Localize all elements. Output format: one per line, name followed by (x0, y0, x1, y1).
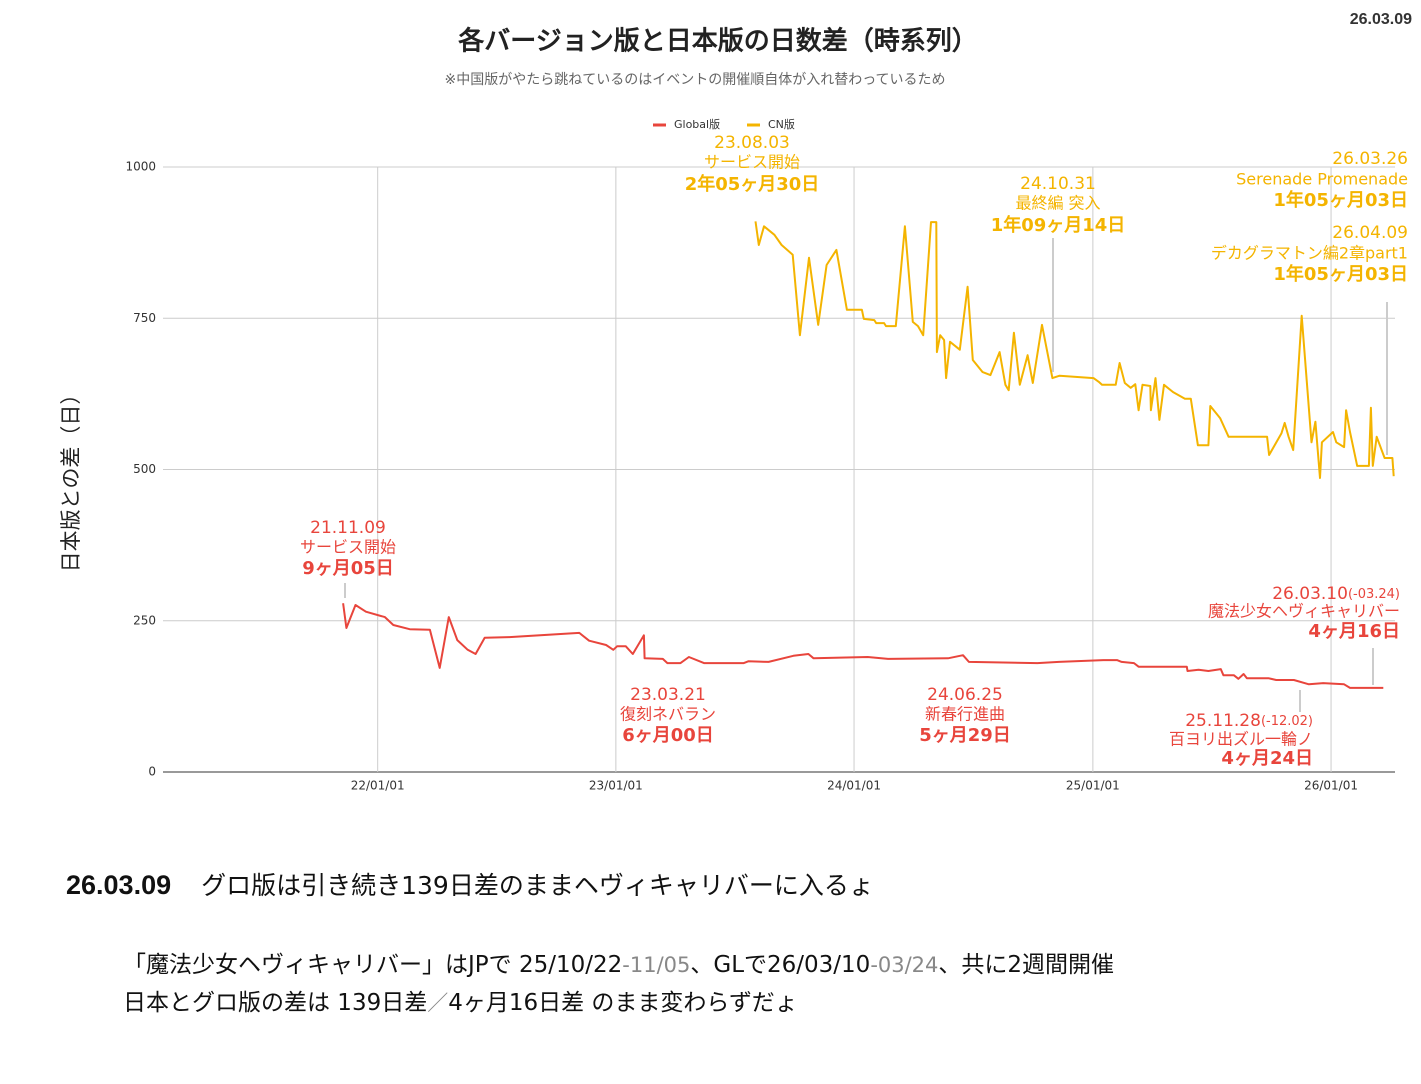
y-tick-label: 750 (133, 311, 156, 325)
annotation-date: 25.11.28(-12.02) (1185, 711, 1313, 731)
annotation-gap: 1年09ヶ月14日 (991, 214, 1126, 236)
x-tick-label: 24/01/01 (827, 779, 881, 793)
y-axis-label: 日本版との差（日） (59, 384, 83, 573)
y-tick-label: 0 (148, 765, 156, 779)
x-tick-label: 26/01/01 (1304, 779, 1358, 793)
annotation-date: 24.10.31 (1020, 174, 1096, 194)
annotation-date: 23.03.21 (630, 685, 706, 705)
annotation-date: 21.11.09 (310, 518, 386, 538)
y-tick-label: 1000 (125, 160, 156, 174)
legend-label: Global版 (674, 117, 720, 131)
annotation-event: 百ヨリ出ズル一輪ノ (1169, 730, 1313, 749)
annotation-gap: 1年05ヶ月03日 (1273, 263, 1408, 285)
annotation-event: 新春行進曲 (925, 705, 1005, 724)
x-tick-label: 22/01/01 (351, 779, 405, 793)
notes-text: 、共に2週間開催 (938, 952, 1115, 978)
notes-text: 「魔法少女ヘヴィキャリバー」はJPで 25/10/22 (123, 952, 623, 978)
chart-subtitle: ※中国版がやたら跳ねているのはイベントの開催順自体が入れ替わっているため (444, 72, 945, 88)
annotation-date-start: 23.08.03 (714, 133, 790, 153)
annotation-gap: 4ヶ月16日 (1308, 621, 1400, 642)
notes-text: -03/24 (870, 953, 939, 977)
annotation-gap: 5ヶ月29日 (919, 725, 1011, 746)
annotation-date: 26.03.26 (1332, 149, 1408, 169)
notes-heading: 26.03.09 グロ版は引き続き139日差のままヘヴィキャリバーに入るょ (66, 866, 874, 902)
annotation-date: 24.06.25 (927, 685, 1003, 705)
chart-title: 各バージョン版と日本版の日数差（時系列） (457, 26, 977, 57)
annotation-date-start: 25.11.28 (1185, 711, 1261, 731)
notes-text: -11/05 (622, 953, 691, 977)
notes-date: 26.03.09 (66, 870, 172, 900)
notes-text: ／ (427, 991, 449, 1015)
series-line (342, 603, 1384, 689)
annotation-date-start: 23.03.21 (630, 685, 706, 705)
annotation-event: 最終編 突入 (1015, 194, 1100, 213)
annotation-gap: 9ヶ月05日 (302, 558, 394, 579)
annotation-date-start: 21.11.09 (310, 518, 386, 538)
annotation-event: サービス開始 (704, 153, 800, 172)
annotation-date-start: 26.04.09 (1332, 223, 1408, 243)
x-tick-label: 23/01/01 (589, 779, 643, 793)
annotation-date-start: 26.03.26 (1332, 149, 1408, 169)
annotation-date-start: 24.10.31 (1020, 174, 1096, 194)
date-stamp: 26.03.09 (1350, 11, 1412, 28)
annotation-gap: 4ヶ月24日 (1221, 748, 1313, 769)
y-tick-label: 250 (133, 613, 156, 627)
annotation-date-start: 26.03.10 (1272, 584, 1348, 604)
notes-text: 4ヶ月16日差 のまま変わらずだょ (448, 990, 798, 1016)
annotation-event: デカグラマトン編2章part1 (1211, 244, 1408, 263)
annotation-gap: 6ヶ月00日 (622, 725, 714, 746)
annotation-date: 23.08.03 (714, 133, 790, 153)
annotation-event: サービス開始 (300, 538, 396, 557)
y-tick-label: 500 (133, 462, 156, 476)
notes-headline: グロ版は引き続き139日差のままヘヴィキャリバーに入るょ (201, 871, 874, 900)
annotation-date-end: (-12.02) (1261, 714, 1313, 729)
notes-line: 「魔法少女ヘヴィキャリバー」はJPで 25/10/22-11/05、GLで26/… (123, 945, 1114, 979)
x-tick-label: 25/01/01 (1066, 779, 1120, 793)
annotation-date: 26.04.09 (1332, 223, 1408, 243)
series-line (754, 221, 1395, 479)
annotation-event: 復刻ネバラン (620, 705, 716, 724)
notes-text: 、GLで26/03/10 (690, 952, 871, 978)
annotation-date-start: 24.06.25 (927, 685, 1003, 705)
chart: 各バージョン版と日本版の日数差（時系列） ※中国版がやたら跳ねているのはイベント… (59, 11, 1412, 793)
annotation-event: Serenade Promenade (1236, 170, 1408, 189)
notes-text: 日本とグロ版の差は 139日差 (123, 990, 428, 1016)
annotation-gap: 1年05ヶ月03日 (1273, 189, 1408, 211)
annotation-event: 魔法少女ヘヴィキャリバー (1208, 602, 1400, 621)
annotation-gap: 2年05ヶ月30日 (685, 173, 820, 195)
notes-line: 日本とグロ版の差は 139日差／4ヶ月16日差 のまま変わらずだょ (123, 983, 798, 1017)
annotation-date: 26.03.10(-03.24) (1272, 584, 1400, 604)
legend-label: CN版 (768, 117, 795, 131)
annotation-date-end: (-03.24) (1348, 587, 1400, 602)
